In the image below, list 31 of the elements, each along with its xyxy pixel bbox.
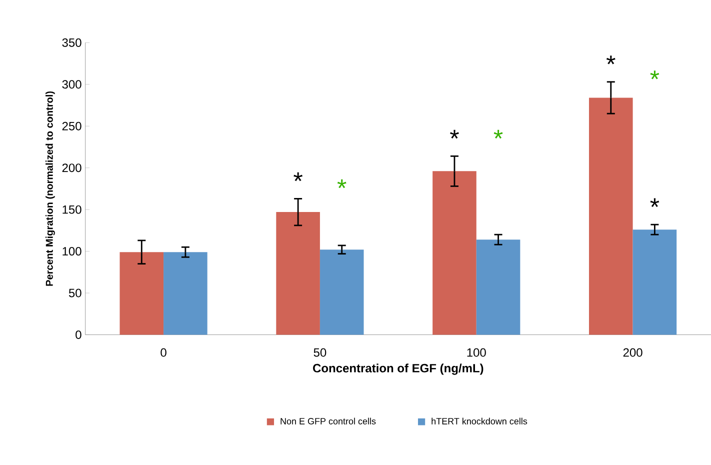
- x-tick-label: 50: [314, 348, 326, 357]
- x-tick-label: 100: [467, 348, 486, 357]
- y-tick-label: 0: [76, 330, 82, 340]
- bar: [632, 230, 677, 335]
- bar: [476, 240, 520, 335]
- annotation: *: [337, 180, 346, 188]
- x-axis-title: Concentration of EGF (ng/mL): [313, 364, 484, 375]
- y-tick-label: 100: [62, 247, 82, 256]
- annotation: *: [650, 198, 660, 208]
- bar: [164, 252, 208, 335]
- legend-label: hTERT knockdown cells: [432, 418, 528, 425]
- bar: [588, 98, 633, 335]
- bar: [120, 252, 164, 335]
- x-tick-label: 200: [623, 348, 642, 357]
- y-tick-label: 350: [62, 38, 82, 48]
- x-tick-label: 0: [160, 348, 166, 357]
- y-tick-label: 200: [62, 164, 82, 172]
- annotation: *: [650, 70, 660, 80]
- y-axis-title: Percent Migration (normalized to control): [46, 92, 55, 286]
- annotation: *: [450, 130, 459, 139]
- annotation: *: [494, 130, 503, 139]
- y-tick-label: 150: [62, 205, 82, 214]
- legend-label: Non E GFP control cells: [280, 418, 376, 425]
- y-tick-label: 250: [62, 122, 82, 130]
- annotation: *: [294, 172, 302, 182]
- annotation: *: [606, 56, 616, 64]
- bar: [432, 171, 476, 335]
- bar: [276, 212, 320, 335]
- bar: [320, 250, 364, 335]
- y-tick-label: 50: [68, 288, 82, 298]
- y-tick-label: 300: [62, 80, 82, 89]
